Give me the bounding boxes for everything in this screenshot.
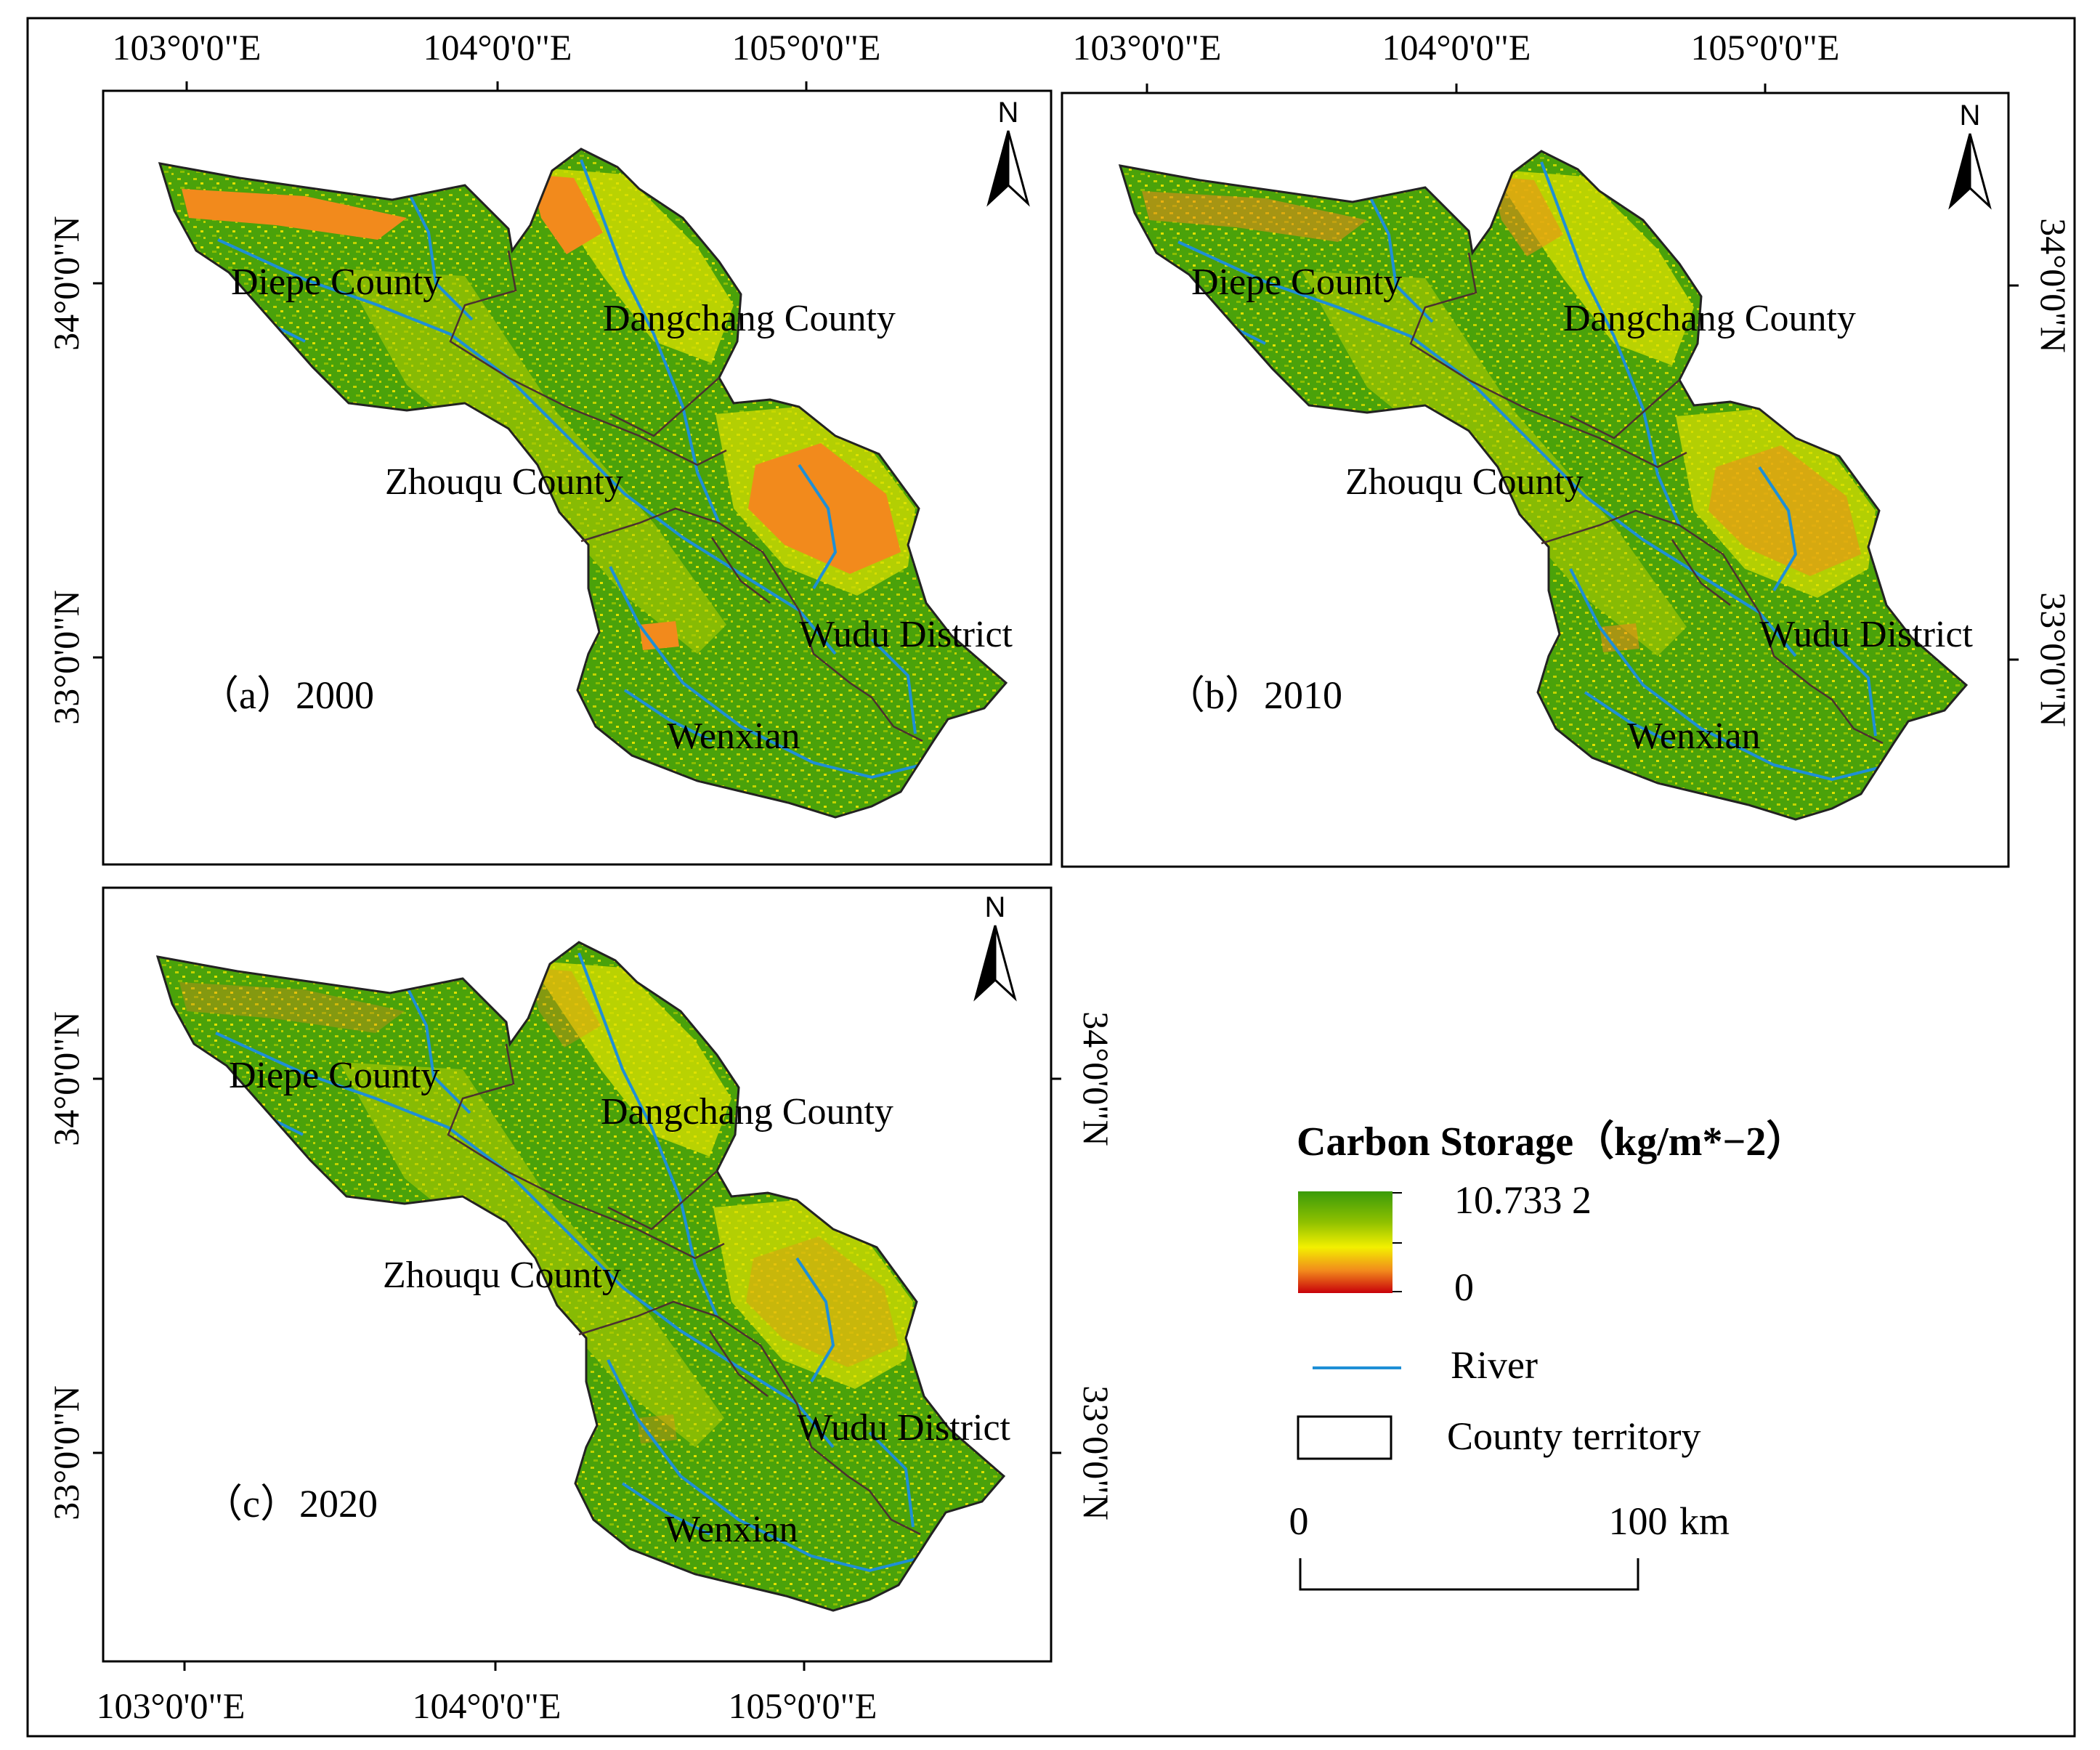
panel-label-a: （a）2000: [200, 673, 374, 717]
lon-tick-103-top-a: 103°0'0"E: [113, 27, 262, 68]
lat-tick-34-c-right: 34°0'0"N: [1076, 1011, 1116, 1146]
county-label-wenxian-c: Wenxian: [665, 1509, 798, 1550]
north-arrow-icon: N: [985, 891, 1006, 923]
county-label-wudu-b: Wudu District: [1759, 614, 1974, 655]
lat-tick-33-a: 33°0'0"N: [46, 590, 86, 725]
legend-county-label: County territory: [1447, 1414, 1700, 1458]
lon-tick-105-top-a: 105°0'0"E: [732, 27, 881, 68]
panel-c-2020: 103°0'0"E 104°0'0"E 105°0'0"E 34°0'0"N 3…: [46, 886, 1116, 1726]
lat-tick-33-b: 33°0'0"N: [2033, 592, 2074, 727]
lon-tick-104-bottom: 104°0'0"E: [413, 1685, 562, 1726]
legend-color-ramp: [1298, 1191, 1392, 1293]
county-label-diepe-a: Diepe County: [231, 262, 442, 303]
legend-min-value: 0: [1454, 1265, 1474, 1309]
lon-tick-105-top-b: 105°0'0"E: [1691, 27, 1840, 68]
lon-tick-103-bottom: 103°0'0"E: [97, 1685, 246, 1726]
north-arrow-c: N: [973, 891, 1017, 1002]
lon-tick-104-top-a: 104°0'0"E: [423, 27, 572, 68]
lat-tick-34-c-left: 34°0'0"N: [46, 1011, 86, 1146]
panel-label-b: （b）2010: [1166, 673, 1342, 717]
county-label-dangchang-b: Dangchang County: [1563, 298, 1856, 339]
legend-title: Carbon Storage（kg/m*−2）: [1297, 1119, 1807, 1164]
legend-max-value: 10.733 2: [1454, 1178, 1592, 1222]
lat-tick-34-a: 34°0'0"N: [46, 216, 86, 351]
county-label-zhouqu-a: Zhouqu County: [385, 461, 623, 503]
north-arrow-a: N: [986, 97, 1030, 207]
lat-tick-33-c-left: 33°0'0"N: [46, 1385, 86, 1520]
north-arrow-icon: N: [998, 97, 1019, 129]
lon-tick-104-top-b: 104°0'0"E: [1382, 27, 1531, 68]
county-label-diepe-c: Diepe County: [229, 1055, 439, 1096]
county-label-zhouqu-c: Zhouqu County: [383, 1255, 621, 1296]
north-arrow-b: N: [1948, 100, 1992, 210]
north-arrow-icon: N: [1960, 100, 1981, 131]
lon-tick-103-top-b: 103°0'0"E: [1073, 27, 1222, 68]
legend-river-label: River: [1451, 1343, 1538, 1387]
county-label-wudu-a: Wudu District: [799, 614, 1013, 655]
lat-tick-33-c-right: 33°0'0"N: [1076, 1385, 1116, 1520]
scale-unit-label: km: [1679, 1499, 1730, 1543]
county-label-diepe-b: Diepe County: [1191, 262, 1402, 303]
lat-tick-34-b: 34°0'0"N: [2033, 218, 2074, 353]
county-label-wenxian-a: Wenxian: [667, 716, 800, 757]
scale-start-label: 0: [1289, 1499, 1309, 1543]
scale-bar: 0 100 km: [1289, 1499, 1730, 1591]
panel-label-c: （c）2020: [203, 1482, 378, 1526]
figure-border: [26, 17, 2076, 1738]
lon-tick-105-bottom: 105°0'0"E: [729, 1685, 877, 1726]
county-label-dangchang-a: Dangchang County: [603, 298, 896, 339]
county-label-wudu-c: Wudu District: [797, 1407, 1011, 1449]
panel-b-2010: 103°0'0"E 104°0'0"E 105°0'0"E 34°0'0"N 3…: [1061, 27, 2074, 910]
scale-end-label: 100: [1609, 1499, 1668, 1543]
panel-a-2000: 103°0'0"E 104°0'0"E 105°0'0"E 34°0'0"N 3…: [46, 27, 1053, 908]
legend-county-swatch: [1297, 1415, 1392, 1460]
county-label-wenxian-b: Wenxian: [1627, 716, 1761, 757]
legend: Carbon Storage（kg/m*−2） 10.733 2 0 River…: [1297, 1119, 1807, 1460]
county-label-zhouqu-b: Zhouqu County: [1345, 461, 1584, 503]
county-label-dangchang-c: Dangchang County: [601, 1091, 893, 1133]
scale-bar-line: [1299, 1558, 1639, 1591]
